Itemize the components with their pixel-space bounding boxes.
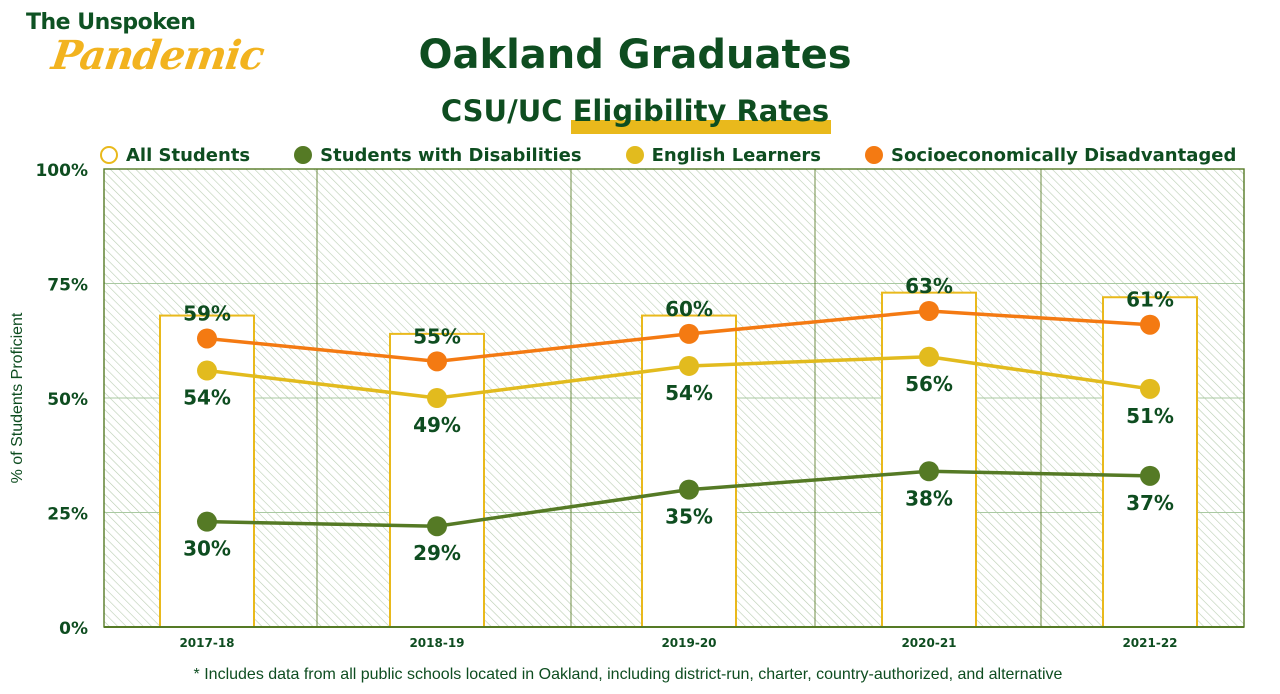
chart-subtitle: CSU/UC Eligibility Rates bbox=[0, 94, 1270, 128]
data-label-english-learners: 54% bbox=[183, 386, 231, 410]
legend-item-socioeconomic: Socioeconomically Disadvantaged bbox=[865, 145, 1236, 166]
brand-logo: The Unspoken Pandemic bbox=[24, 8, 267, 88]
data-label-socioeconomically-disadvantaged: 59% bbox=[183, 301, 231, 325]
data-label-socioeconomically-disadvantaged: 55% bbox=[413, 324, 461, 348]
point-socioeconomically-disadvantaged bbox=[427, 351, 447, 372]
point-english-learners bbox=[919, 346, 939, 367]
legend-label-all-students: All Students bbox=[126, 144, 251, 166]
x-tick-label: 2021-22 bbox=[1122, 636, 1177, 650]
legend-label-disabilities: Students with Disabilities bbox=[320, 144, 582, 166]
data-label-students-with-disabilities: 30% bbox=[183, 537, 231, 561]
point-english-learners bbox=[197, 360, 217, 381]
x-tick-label: 2017-18 bbox=[179, 636, 234, 650]
legend-item-english-learners: English Learners bbox=[625, 144, 822, 166]
data-label-students-with-disabilities: 37% bbox=[1126, 491, 1174, 515]
bar-all-students bbox=[881, 291, 977, 628]
legend-item-disabilities: Students with Disabilities bbox=[294, 144, 582, 166]
y-tick-label: 0% bbox=[59, 619, 88, 639]
y-tick-label: 25% bbox=[47, 505, 88, 525]
x-tick-label: 2020-21 bbox=[901, 636, 956, 650]
y-tick-label: 75% bbox=[47, 276, 88, 296]
point-students-with-disabilities bbox=[679, 479, 699, 500]
data-label-english-learners: 54% bbox=[665, 381, 713, 405]
data-label-socioeconomically-disadvantaged: 61% bbox=[1126, 288, 1174, 312]
point-students-with-disabilities bbox=[427, 516, 447, 537]
point-socioeconomically-disadvantaged bbox=[919, 300, 939, 321]
data-label-english-learners: 51% bbox=[1126, 404, 1174, 428]
point-socioeconomically-disadvantaged bbox=[1140, 314, 1160, 335]
legend-label-english-learners: English Learners bbox=[651, 144, 822, 166]
point-english-learners bbox=[427, 388, 447, 408]
legend-marker-english-learners bbox=[625, 146, 644, 164]
legend-marker-disabilities bbox=[294, 146, 313, 164]
bar-all-students bbox=[389, 332, 485, 628]
point-socioeconomically-disadvantaged bbox=[679, 323, 699, 344]
data-label-socioeconomically-disadvantaged: 60% bbox=[665, 297, 713, 321]
subtitle-highlight: Eligibility Rates bbox=[572, 94, 830, 128]
data-label-students-with-disabilities: 38% bbox=[905, 486, 953, 510]
chart-title: Oakland Graduates bbox=[418, 32, 852, 78]
point-socioeconomically-disadvantaged bbox=[197, 328, 217, 349]
point-english-learners bbox=[679, 355, 699, 376]
y-tick-label: 100% bbox=[35, 161, 88, 181]
brand-line1: The Unspoken bbox=[26, 10, 196, 35]
bar-all-students bbox=[1102, 296, 1198, 628]
legend: All Students Students with Disabilities … bbox=[100, 143, 1260, 167]
data-label-socioeconomically-disadvantaged: 63% bbox=[905, 274, 953, 298]
legend-marker-all-students bbox=[100, 146, 118, 164]
point-students-with-disabilities bbox=[197, 511, 217, 532]
y-axis-label: % of Students Proficient bbox=[9, 312, 26, 483]
legend-marker-socioeconomic bbox=[865, 146, 884, 164]
point-english-learners bbox=[1140, 378, 1160, 399]
legend-label-socioeconomic: Socioeconomically Disadvantaged bbox=[891, 144, 1237, 166]
point-students-with-disabilities bbox=[1140, 465, 1160, 486]
data-label-students-with-disabilities: 35% bbox=[665, 505, 713, 529]
legend-item-all-students: All Students bbox=[100, 145, 250, 166]
footnote: * Includes data from all public schools … bbox=[193, 666, 1063, 683]
x-tick-label: 2018-19 bbox=[409, 636, 464, 650]
data-label-english-learners: 56% bbox=[905, 372, 953, 396]
data-label-english-learners: 49% bbox=[413, 413, 461, 437]
x-tick-label: 2019-20 bbox=[661, 636, 716, 650]
subtitle-plain: CSU/UC bbox=[440, 94, 573, 128]
data-label-students-with-disabilities: 29% bbox=[413, 541, 461, 565]
point-students-with-disabilities bbox=[919, 461, 939, 482]
y-tick-label: 50% bbox=[47, 390, 88, 410]
